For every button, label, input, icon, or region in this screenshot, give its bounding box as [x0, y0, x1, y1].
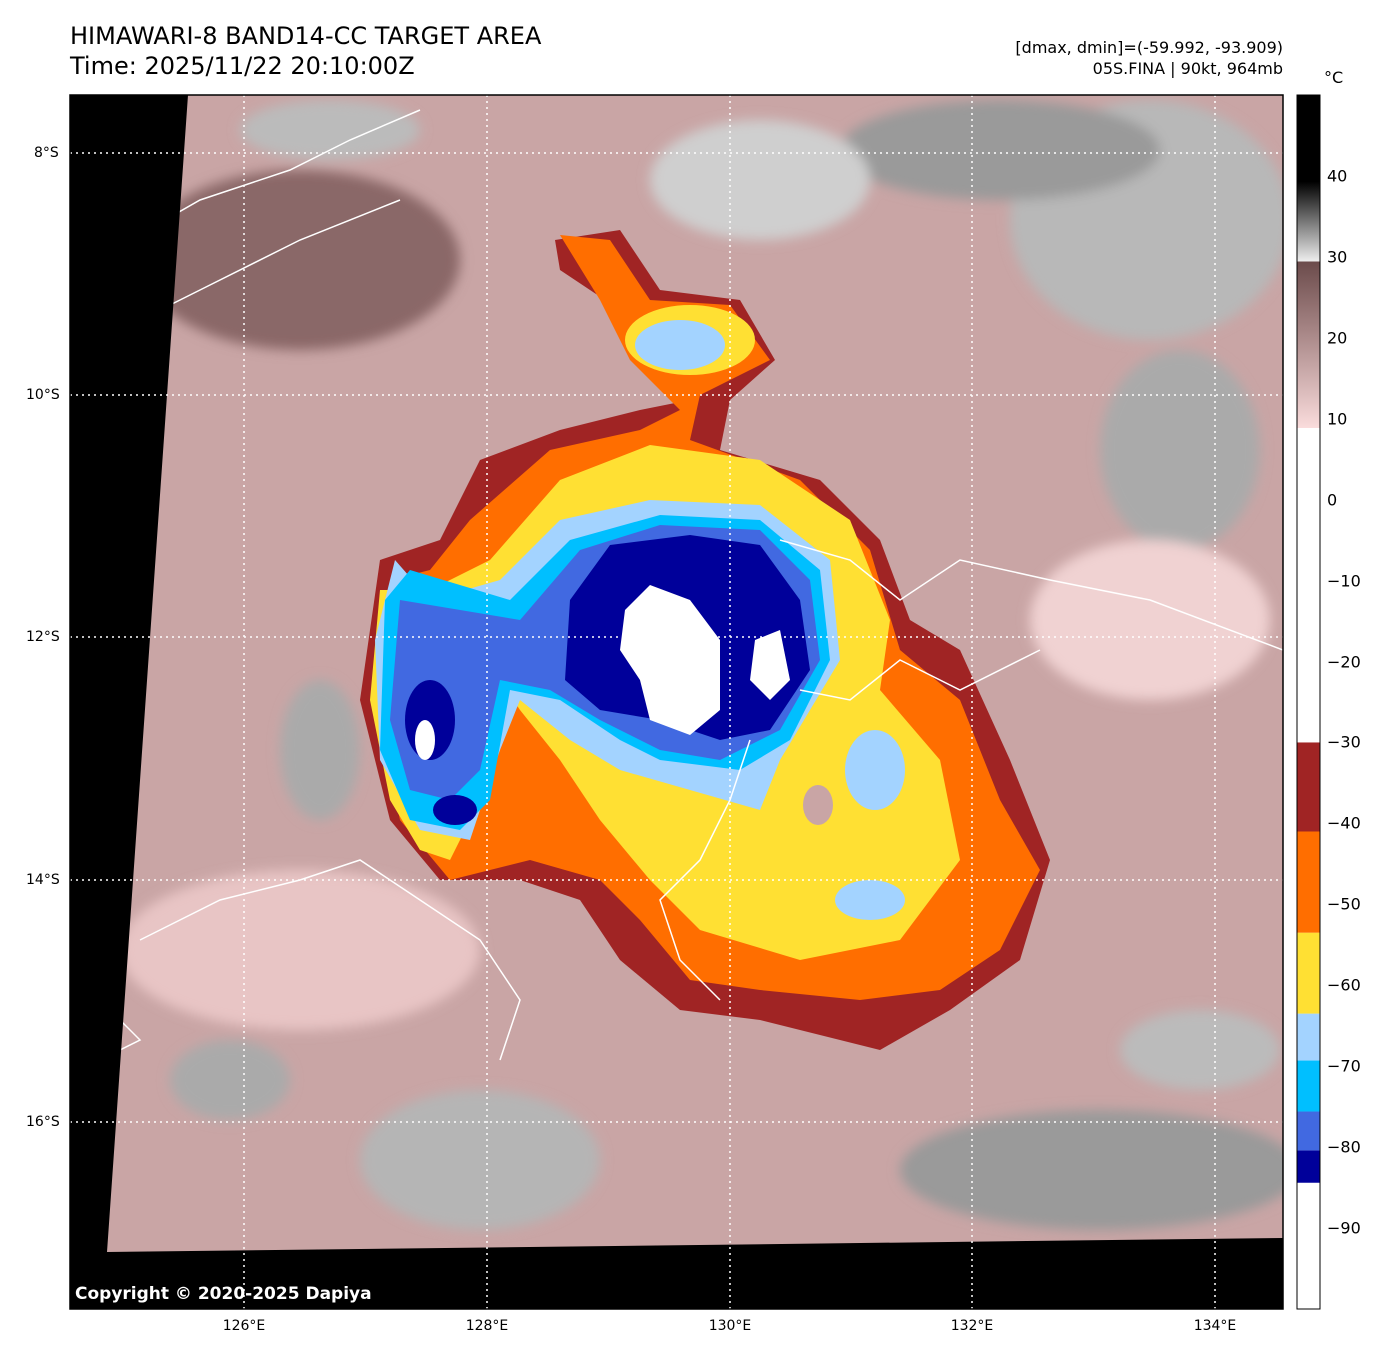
colorbar-tick: 40: [1327, 166, 1348, 186]
lat-tick: 12°S: [26, 629, 60, 645]
colorbar-band: [1297, 1111, 1320, 1151]
no-data-bottom: [70, 1238, 1283, 1309]
colorbar-tick: 10: [1327, 409, 1348, 429]
colorbar-tick: 30: [1327, 247, 1348, 267]
copyright-label: Copyright © 2020-2025 Dapiya: [75, 1284, 372, 1304]
dmax-dmin-label: [dmax, dmin]=(-59.992, -93.909): [1015, 38, 1283, 57]
colorbar-band: [1297, 1150, 1320, 1183]
lat-tick: 8°S: [34, 145, 59, 161]
lon-tick: 132°E: [950, 1318, 994, 1334]
lon-tick: 130°E: [708, 1318, 752, 1334]
lat-tick: 10°S: [26, 387, 60, 403]
chart-time: Time: 2025/11/22 20:10:00Z: [70, 52, 415, 80]
lat-tick: 14°S: [26, 872, 60, 888]
colorbar-tick: −40: [1327, 813, 1361, 833]
colorbar-tick: −70: [1327, 1056, 1361, 1076]
colorbar: [1296, 94, 1321, 1310]
colorbar-band: [1297, 1182, 1320, 1309]
lon-tick: 126°E: [222, 1318, 266, 1334]
lat-tick: 16°S: [26, 1114, 60, 1130]
colorbar-warm-gradient: [1297, 95, 1320, 428]
lon-tick: 128°E: [465, 1318, 509, 1334]
no-data-left: [70, 95, 188, 1252]
lon-tick: 134°E: [1193, 1318, 1237, 1334]
colorbar-band: [1297, 1013, 1320, 1061]
colorbar-band: [1297, 742, 1320, 832]
plot-frame: [69, 94, 1284, 1310]
storm-info-label: 05S.FINA | 90kt, 964mb: [1092, 59, 1283, 78]
colorbar-tick: −20: [1327, 652, 1361, 672]
colorbar-band: [1297, 831, 1320, 933]
colorbar-tick: 20: [1327, 328, 1348, 348]
colorbar-tick: −90: [1327, 1218, 1361, 1238]
gridlines: [70, 95, 1283, 1309]
colorbar-tick: −60: [1327, 975, 1361, 995]
colorbar-tick: −80: [1327, 1137, 1361, 1157]
image-layer: [70, 95, 1283, 1309]
colorbar-tick: −30: [1327, 732, 1361, 752]
colorbar-tick: 0: [1327, 490, 1338, 510]
storm-cloud-shield: [360, 230, 1050, 1050]
colorbar-frame: [1296, 94, 1321, 1310]
colorbar-tick: −10: [1327, 571, 1361, 591]
colorbar-unit: °C: [1324, 68, 1344, 87]
cloud-texture: [120, 100, 1283, 1230]
colorbar-tick: −50: [1327, 894, 1361, 914]
colorbar-band: [1297, 932, 1320, 1014]
colorbar-band: [1297, 1060, 1320, 1112]
chart-title: HIMAWARI-8 BAND14-CC TARGET AREA: [70, 22, 542, 50]
